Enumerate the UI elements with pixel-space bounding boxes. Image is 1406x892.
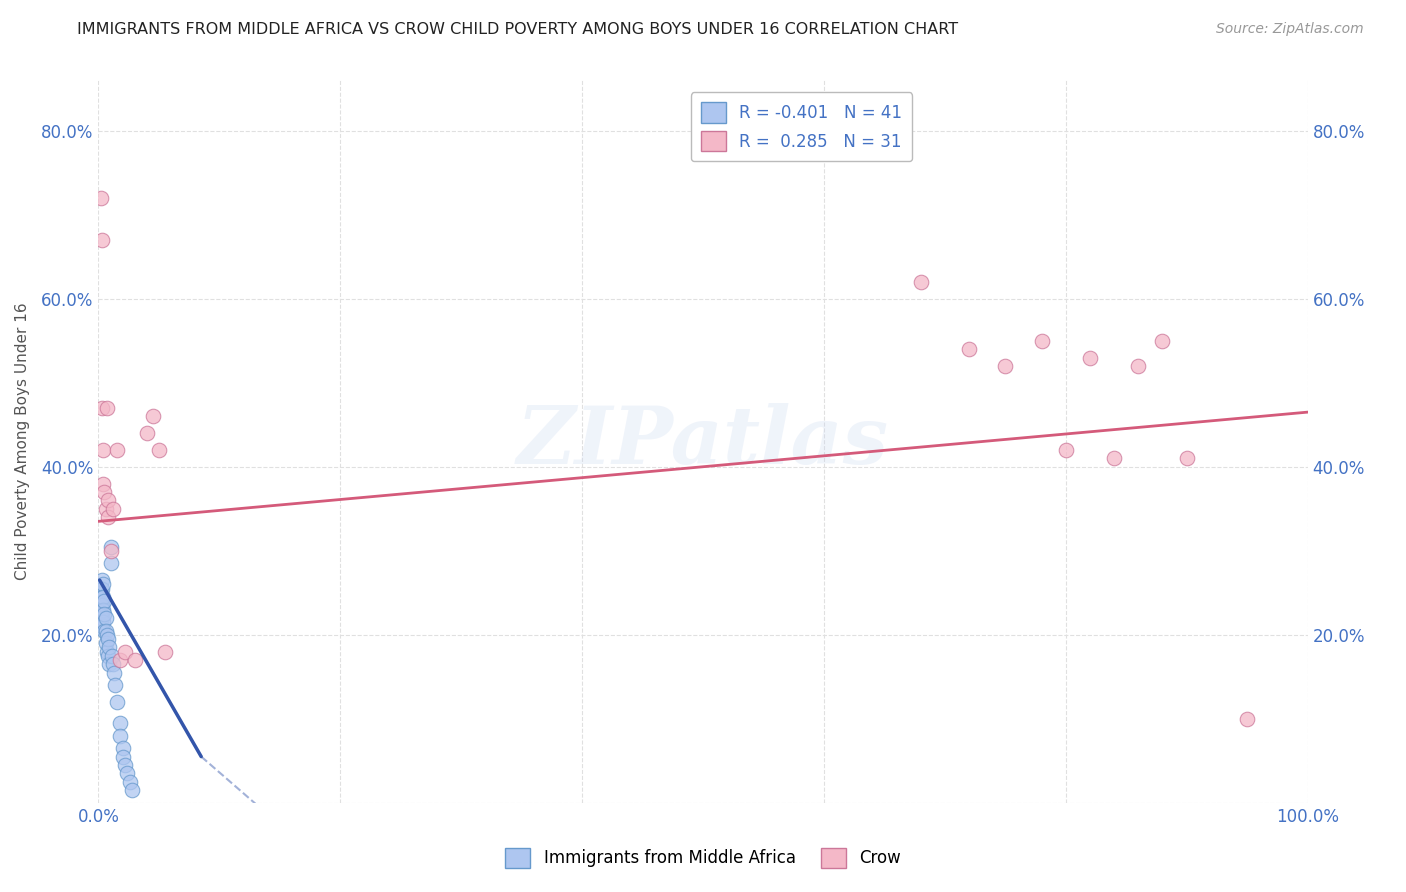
Point — [1078, 351, 1101, 365]
Point — [91, 590, 114, 604]
Point — [1152, 334, 1174, 348]
Point — [93, 485, 115, 500]
Point — [124, 653, 146, 667]
Point — [94, 624, 117, 638]
Point — [98, 640, 121, 655]
Point — [97, 510, 120, 524]
Point — [100, 543, 122, 558]
Point — [94, 611, 117, 625]
Legend: Immigrants from Middle Africa, Crow: Immigrants from Middle Africa, Crow — [499, 841, 907, 875]
Point — [91, 401, 114, 415]
Point — [97, 632, 120, 646]
Point — [96, 628, 118, 642]
Point — [90, 582, 112, 596]
Point — [90, 607, 112, 621]
Point — [1236, 712, 1258, 726]
Point — [91, 442, 114, 457]
Point — [910, 275, 932, 289]
Point — [100, 557, 122, 571]
Point — [103, 665, 125, 680]
Point — [96, 401, 118, 415]
Point — [90, 191, 112, 205]
Point — [100, 540, 122, 554]
Point — [94, 636, 117, 650]
Point — [97, 648, 120, 663]
Point — [91, 590, 114, 604]
Point — [108, 653, 131, 667]
Text: IMMIGRANTS FROM MIDDLE AFRICA VS CROW CHILD POVERTY AMONG BOYS UNDER 16 CORRELAT: IMMIGRANTS FROM MIDDLE AFRICA VS CROW CH… — [77, 22, 959, 37]
Point — [91, 615, 114, 630]
Legend: R = -0.401   N = 41, R =  0.285   N = 31: R = -0.401 N = 41, R = 0.285 N = 31 — [690, 92, 912, 161]
Point — [91, 582, 114, 596]
Point — [118, 774, 141, 789]
Point — [153, 644, 176, 658]
Point — [91, 573, 114, 587]
Point — [957, 342, 980, 356]
Text: ZIPatlas: ZIPatlas — [517, 403, 889, 480]
Point — [142, 409, 165, 424]
Point — [101, 657, 124, 672]
Point — [90, 590, 112, 604]
Point — [105, 695, 128, 709]
Point — [1175, 451, 1198, 466]
Point — [1102, 451, 1125, 466]
Point — [91, 599, 114, 613]
Point — [108, 716, 131, 731]
Point — [111, 749, 134, 764]
Point — [108, 729, 131, 743]
Y-axis label: Child Poverty Among Boys Under 16: Child Poverty Among Boys Under 16 — [15, 302, 30, 581]
Point — [148, 442, 170, 457]
Point — [104, 678, 127, 692]
Point — [94, 501, 117, 516]
Point — [121, 783, 143, 797]
Point — [93, 594, 115, 608]
Point — [91, 577, 114, 591]
Point — [114, 758, 136, 772]
Point — [93, 624, 115, 638]
Point — [91, 476, 114, 491]
Point — [90, 599, 112, 613]
Point — [111, 741, 134, 756]
Text: Source: ZipAtlas.com: Source: ZipAtlas.com — [1216, 22, 1364, 37]
Point — [1031, 334, 1053, 348]
Point — [91, 602, 114, 616]
Point — [114, 644, 136, 658]
Point — [93, 607, 115, 621]
Point — [1128, 359, 1150, 373]
Point — [96, 644, 118, 658]
Point — [91, 619, 114, 633]
Point — [1054, 442, 1077, 457]
Point — [135, 426, 157, 441]
Point — [91, 611, 114, 625]
Point — [98, 657, 121, 672]
Point — [105, 442, 128, 457]
Point — [100, 648, 122, 663]
Point — [91, 233, 114, 247]
Point — [97, 493, 120, 508]
Point — [101, 501, 124, 516]
Point — [117, 766, 139, 780]
Point — [994, 359, 1017, 373]
